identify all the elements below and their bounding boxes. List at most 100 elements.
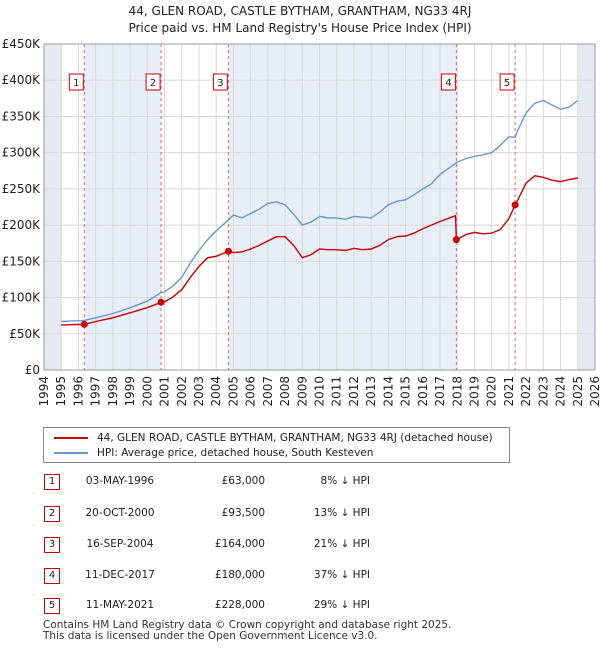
sale-label-number: 5 (504, 78, 510, 89)
sale-hpi-diff: 13% ↓ HPI (313, 507, 370, 519)
sale-number: 2 (44, 506, 60, 522)
chart-title: 44, GLEN ROAD, CASTLE BYTHAM, GRANTHAM, … (128, 4, 472, 18)
sale-label-number: 3 (217, 78, 223, 89)
x-tick-label: 1994 (37, 376, 51, 407)
sale-price: £228,000 (214, 599, 265, 611)
x-tick-label: 2025 (571, 376, 585, 407)
sale-price: £93,500 (221, 507, 265, 519)
sale-number: 5 (44, 598, 60, 614)
legend-swatch-price (54, 437, 88, 439)
x-tick-label: 2026 (588, 376, 600, 407)
x-tick-label: 2001 (158, 376, 172, 407)
plot-frame (43, 43, 596, 371)
legend-item-price: 44, GLEN ROAD, CASTLE BYTHAM, GRANTHAM, … (54, 431, 493, 445)
x-tick-label: 2011 (330, 376, 344, 407)
sale-row: 5 11-MAY-2021 £228,000 29% ↓ HPI (0, 596, 600, 616)
x-tick-label: 2004 (209, 376, 223, 407)
sale-number: 4 (44, 568, 60, 584)
x-tick-label: 2014 (381, 376, 395, 407)
legend-label-hpi: HPI: Average price, detached house, Sout… (97, 447, 374, 459)
legend: 44, GLEN ROAD, CASTLE BYTHAM, GRANTHAM, … (43, 427, 510, 463)
x-tick-label: 2016 (416, 376, 430, 407)
x-tick-label: 2017 (433, 376, 447, 407)
x-tick-label: 1995 (54, 376, 68, 407)
x-tick-label: 2012 (347, 376, 361, 407)
legend-item-hpi: HPI: Average price, detached house, Sout… (54, 446, 373, 460)
x-tick-label: 2018 (450, 376, 464, 407)
sale-row: 3 16-SEP-2004 £164,000 21% ↓ HPI (0, 535, 600, 555)
sale-date: 11-DEC-2017 (85, 569, 155, 581)
x-tick-label: 2000 (140, 376, 154, 407)
x-tick-label: 2010 (313, 376, 327, 407)
sale-date: 16-SEP-2004 (86, 538, 154, 550)
sale-hpi-diff: 21% ↓ HPI (313, 538, 370, 550)
sale-price: £164,000 (214, 538, 265, 550)
x-tick-label: 2022 (519, 376, 533, 407)
x-tick-label: 2023 (536, 376, 550, 407)
sale-label-box (68, 73, 84, 91)
sale-number: 3 (44, 537, 60, 553)
sale-label-box (440, 73, 456, 91)
sale-price: £63,000 (221, 475, 265, 487)
y-tick-label: £200K (2, 218, 42, 232)
x-tick-label: 2003 (192, 376, 206, 407)
x-tick-label: 2002 (175, 376, 189, 407)
x-tick-label: 2008 (278, 376, 292, 407)
legend-label-price: 44, GLEN ROAD, CASTLE BYTHAM, GRANTHAM, … (97, 432, 493, 444)
x-tick-label: 2020 (485, 376, 499, 407)
sale-label-number: 4 (445, 78, 451, 89)
x-tick-label: 2013 (364, 376, 378, 407)
x-tick-label: 1998 (106, 376, 120, 407)
y-tick-label: £50K (9, 327, 41, 341)
sale-point (224, 247, 232, 255)
sale-point (511, 201, 519, 209)
price-chart: £0 £50K £100K £150K £200K £250K £300K £350K £400… (2, 37, 600, 407)
x-tick-label: 2021 (502, 376, 516, 407)
sale-point (80, 320, 88, 328)
sale-row: 1 03-MAY-1996 £63,000 8% ↓ HPI (0, 472, 600, 492)
y-tick-label: £350K (2, 109, 42, 123)
sale-label-number: 1 (73, 78, 79, 89)
price-paid-line (61, 175, 578, 326)
footer-copyright: Contains HM Land Registry data © Crown c… (43, 619, 452, 631)
footer-licence: This data is licensed under the Open Gov… (43, 630, 378, 642)
sale-label-box (145, 73, 161, 91)
shaded-range (577, 44, 595, 370)
sale-point (157, 298, 165, 306)
x-tick-label: 2005 (226, 376, 240, 407)
y-tick-label: £300K (2, 146, 42, 160)
sale-hpi-diff: 8% ↓ HPI (320, 475, 370, 487)
y-tick-label: £450K (2, 37, 42, 51)
x-tick-label: 2007 (261, 376, 275, 407)
legend-swatch-hpi (54, 452, 88, 454)
sale-date: 03-MAY-1996 (85, 475, 155, 487)
shaded-range (44, 44, 62, 370)
footer: Contains HM Land Registry data © Crown c… (43, 620, 451, 642)
y-tick-label: £0 (25, 363, 40, 377)
sale-point (452, 236, 460, 244)
x-tick-label: 1999 (123, 376, 137, 407)
sale-label-number: 2 (150, 78, 156, 89)
sale-label-box (212, 73, 228, 91)
sale-date: 11-MAY-2021 (85, 599, 155, 611)
hpi-line (61, 99, 579, 323)
sale-label-box (499, 73, 515, 91)
sale-price: £180,000 (214, 569, 265, 581)
sale-row: 2 20-OCT-2000 £93,500 13% ↓ HPI (0, 504, 600, 524)
sale-number: 1 (44, 474, 60, 490)
y-tick-label: £150K (2, 254, 42, 268)
x-tick-label: 2006 (244, 376, 258, 407)
chart-subtitle: Price paid vs. HM Land Registry's House … (128, 21, 472, 35)
x-tick-label: 1997 (89, 376, 103, 407)
y-tick-label: £250K (2, 182, 42, 196)
x-tick-label: 2015 (399, 376, 413, 407)
x-tick-label: 1996 (71, 376, 85, 407)
y-tick-label: £100K (2, 291, 42, 305)
sale-band (228, 44, 457, 370)
sale-hpi-diff: 29% ↓ HPI (313, 599, 370, 611)
sale-date: 20-OCT-2000 (85, 507, 155, 519)
sale-hpi-diff: 37% ↓ HPI (313, 569, 370, 581)
x-tick-label: 2024 (554, 376, 568, 407)
sale-row: 4 11-DEC-2017 £180,000 37% ↓ HPI (0, 566, 600, 586)
x-tick-label: 2009 (295, 376, 309, 407)
